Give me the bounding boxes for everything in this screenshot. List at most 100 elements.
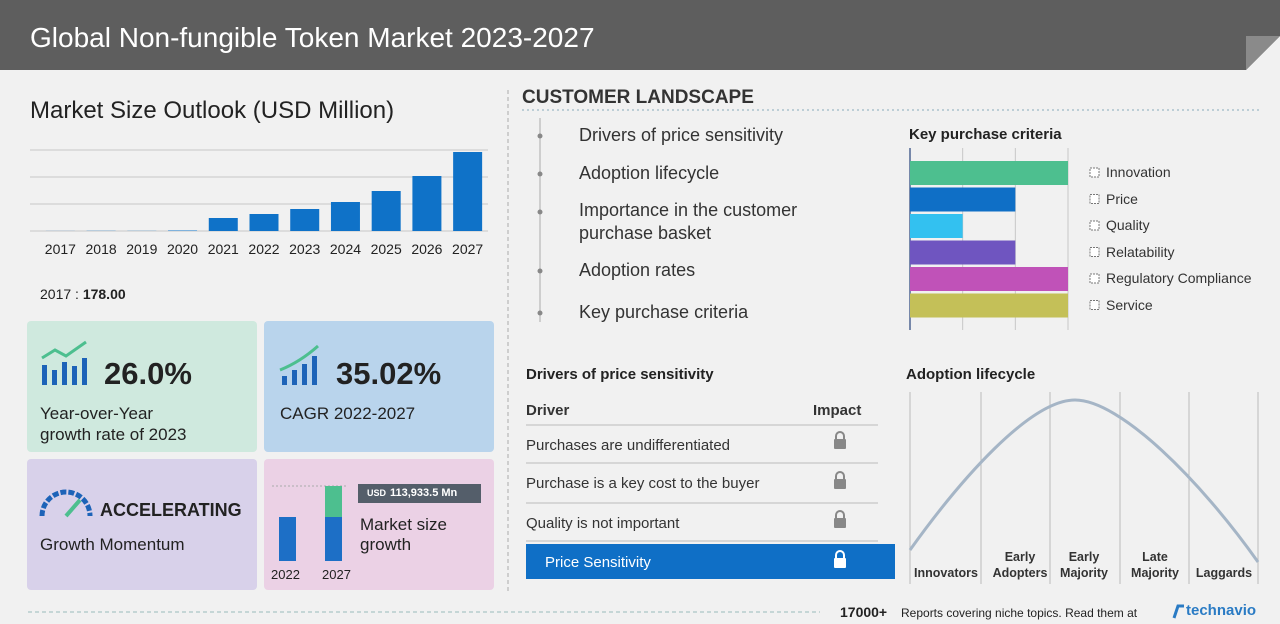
first-year: 2017 : 178.00 xyxy=(40,286,126,302)
x-tick-label: 2019 xyxy=(126,241,158,257)
card xyxy=(27,321,257,452)
separator: : xyxy=(75,286,79,302)
year: 2022 xyxy=(271,567,300,582)
brand-logo xyxy=(1172,604,1184,619)
bar xyxy=(910,161,1068,185)
stage-label: Majority xyxy=(1060,566,1108,580)
legend-label: Relatability xyxy=(1106,243,1175,260)
card-label: Year-over-Year xyxy=(40,404,154,423)
bar xyxy=(290,209,320,231)
highlight-row xyxy=(526,544,895,579)
list-item: Importance in the customer xyxy=(579,200,798,220)
value: 178.00 xyxy=(82,286,126,302)
locks xyxy=(834,431,846,568)
icon-cagr xyxy=(279,344,319,385)
section-title: Drivers of price sensitivity xyxy=(526,366,714,383)
list-item: Key purchase criteria xyxy=(579,302,749,322)
list-item: Adoption lifecycle xyxy=(579,163,720,183)
card-label: Growth Momentum xyxy=(40,535,185,554)
section-title: Adoption lifecycle xyxy=(906,366,1036,383)
x-tick-label: 2027 xyxy=(452,241,484,257)
bar xyxy=(910,187,1016,212)
stage-label: Late xyxy=(1142,550,1168,564)
legend-label: Service xyxy=(1106,296,1153,313)
bar xyxy=(453,152,483,231)
x-tick-label: 2026 xyxy=(411,241,443,257)
bar xyxy=(910,267,1068,291)
card-value: 35.02% xyxy=(336,356,442,391)
card-label: CAGR 2022-2027 xyxy=(280,404,416,423)
list-item: Adoption rates xyxy=(579,260,696,280)
legend-label: Price xyxy=(1106,190,1138,207)
lifecycle-dividers xyxy=(909,392,1259,584)
x-tick-label: 2021 xyxy=(207,241,239,257)
section-title: CUSTOMER LANDSCAPE xyxy=(522,87,754,108)
stage-label: Laggards xyxy=(1195,566,1253,580)
footer-count: 17000+ xyxy=(840,604,888,620)
bar xyxy=(910,214,963,238)
x-tick-label: 2017 xyxy=(44,241,76,257)
card xyxy=(27,459,257,590)
table-row: Purchase is a key cost to the buyer xyxy=(526,475,760,492)
list-dots xyxy=(537,133,543,316)
stage-label: Early xyxy=(1004,550,1036,564)
footer-text: Reports covering niche topics. Read them… xyxy=(901,606,1138,620)
card-label: growth rate of 2023 xyxy=(40,425,187,444)
card xyxy=(264,321,494,452)
page-title: Global Non-fungible Token Market 2023-20… xyxy=(30,22,595,53)
legend-swatch xyxy=(1089,300,1100,310)
x-tick-label: 2025 xyxy=(370,241,402,257)
bar xyxy=(330,202,360,231)
footer-brand[interactable]: technavio xyxy=(1186,602,1257,619)
bar xyxy=(412,176,442,231)
x-tick-label: 2022 xyxy=(248,241,280,257)
section-title: Key purchase criteria xyxy=(909,126,1062,143)
legend-label: Innovation xyxy=(1106,164,1171,180)
card xyxy=(264,459,494,590)
bar xyxy=(249,214,279,231)
legend-swatch xyxy=(1089,167,1100,178)
legend-label: Quality xyxy=(1106,217,1150,233)
lifecycle-curve xyxy=(908,398,1260,563)
table-row: Quality is not important xyxy=(526,515,680,532)
x-tick-label: 2023 xyxy=(289,241,321,257)
stage-label: Majority xyxy=(1131,566,1179,580)
stage-label: Adopters xyxy=(992,566,1048,580)
stage-label: Innovators xyxy=(914,566,978,580)
legend-label: Regulatory Compliance xyxy=(1106,270,1252,286)
legend-swatch xyxy=(1089,220,1100,231)
table-row: Purchases are undifferentiated xyxy=(526,437,731,454)
fold xyxy=(1246,36,1280,70)
card-label: Market size xyxy=(360,515,447,534)
bar xyxy=(208,218,238,231)
card-value: 26.0% xyxy=(104,356,192,391)
badge-value: 113,933.5 Mn xyxy=(390,487,458,499)
card-value: ACCELERATING xyxy=(100,500,242,520)
x-tick-label: 2018 xyxy=(85,241,117,257)
table-lines xyxy=(526,424,878,542)
section-title: Market Size Outlook (USD Million) xyxy=(30,97,395,124)
legend-swatch xyxy=(1089,273,1100,284)
growth-mini-chart xyxy=(272,484,481,561)
table-row: Price Sensitivity xyxy=(545,554,651,571)
year: 2027 xyxy=(322,567,351,582)
x-tick-label: 2020 xyxy=(166,241,199,257)
bar xyxy=(168,230,198,231)
table-header: Driver xyxy=(526,402,570,419)
card-label: growth xyxy=(360,535,412,554)
header-bar xyxy=(0,0,1280,70)
list-item: Drivers of price sensitivity xyxy=(579,125,784,145)
x-tick-label: 2024 xyxy=(329,241,362,257)
list-item: purchase basket xyxy=(579,223,712,243)
bar xyxy=(910,293,1068,318)
icon-gauge xyxy=(39,489,93,518)
bar xyxy=(371,191,401,231)
icon-yoy xyxy=(41,340,87,385)
legend-swatch xyxy=(1089,194,1100,204)
stage-label: Early xyxy=(1068,550,1100,564)
table-header: Impact xyxy=(813,402,862,419)
badge-unit: USD xyxy=(367,488,387,498)
legend-swatch xyxy=(1089,247,1100,257)
